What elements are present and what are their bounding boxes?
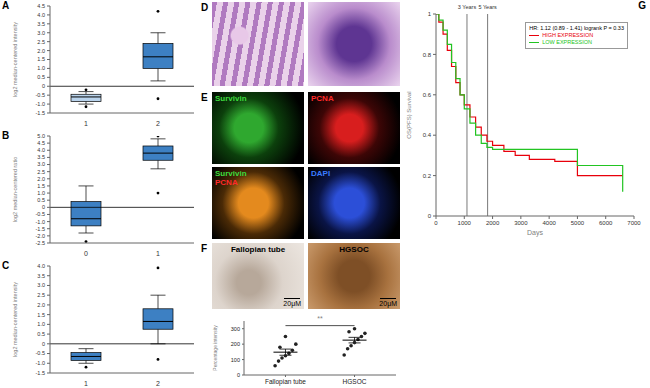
svg-text:0: 0 [237, 372, 240, 378]
svg-text:log2 median-centered intensity: log2 median-centered intensity [12, 22, 18, 97]
svg-text:-1.5: -1.5 [36, 226, 45, 232]
svg-text:1000: 1000 [458, 220, 472, 226]
svg-text:0.8: 0.8 [423, 52, 432, 58]
html-text:F: F [201, 243, 208, 254]
svg-text:2.5: 2.5 [37, 39, 45, 45]
html-text:Fallopian tube: Fallopian tube [230, 245, 286, 254]
svg-text:-0.5: -0.5 [36, 92, 45, 98]
svg-text:2.0: 2.0 [37, 302, 45, 308]
svg-text:Fallopian tube: Fallopian tube [265, 378, 306, 386]
svg-text:2.5: 2.5 [37, 169, 45, 175]
svg-text:-1.0: -1.0 [36, 360, 45, 366]
html-text:G: G [638, 0, 646, 11]
svg-text:0: 0 [42, 341, 45, 347]
svg-text:4.0: 4.0 [37, 147, 45, 153]
html-text:Survivin: Survivin [215, 169, 247, 178]
svg-text:1.0: 1.0 [37, 190, 45, 196]
svg-text:log2 median-centered intensity: log2 median-centered intensity [12, 282, 18, 357]
svg-text:3.0: 3.0 [37, 161, 45, 167]
svg-text:5000: 5000 [571, 220, 585, 226]
svg-text:7000: 7000 [627, 220, 641, 226]
svg-text:Percentage intensity: Percentage intensity [212, 325, 218, 371]
svg-text:4.0: 4.0 [37, 263, 45, 269]
svg-text:-0.5: -0.5 [36, 211, 45, 217]
svg-text:-1.0: -1.0 [36, 219, 45, 225]
svg-text:2.5: 2.5 [37, 292, 45, 298]
svg-text:0: 0 [42, 204, 45, 210]
html-text:LOW EXPRESSION: LOW EXPRESSION [542, 39, 592, 45]
svg-text:-2.0: -2.0 [36, 233, 45, 239]
svg-text:1: 1 [84, 380, 88, 387]
html-text:PCNA: PCNA [311, 94, 334, 103]
svg-text:Days: Days [527, 229, 543, 237]
svg-text:0.5: 0.5 [37, 74, 45, 80]
svg-text:0.6: 0.6 [423, 92, 432, 98]
svg-text:3.0: 3.0 [37, 282, 45, 288]
html-text:C: C [2, 260, 10, 271]
svg-text:0: 0 [42, 83, 45, 89]
html-text:HIGH EXPRESSION: HIGH EXPRESSION [542, 32, 594, 38]
svg-text:-1.5: -1.5 [36, 110, 45, 116]
svg-text:log2 median-centered ratio: log2 median-centered ratio [12, 157, 18, 222]
svg-text:300: 300 [231, 326, 240, 332]
svg-text:1: 1 [428, 11, 432, 17]
svg-text:0.4: 0.4 [423, 132, 432, 138]
svg-text:4.5: 4.5 [37, 3, 45, 9]
svg-text:-1.0: -1.0 [36, 101, 45, 107]
svg-text:-2.5: -2.5 [36, 240, 45, 246]
html-text:20μM: 20μM [283, 300, 301, 307]
svg-text:-0.5: -0.5 [36, 350, 45, 356]
svg-text:4.5: 4.5 [37, 140, 45, 146]
html-text:HGSOC: HGSOC [339, 245, 369, 254]
html-text:Survivin: Survivin [215, 94, 247, 103]
svg-text:1.0: 1.0 [37, 65, 45, 71]
html-text:E: E [201, 92, 208, 103]
svg-text:3.5: 3.5 [37, 21, 45, 27]
svg-text:0.2: 0.2 [423, 173, 432, 179]
svg-text:0: 0 [434, 220, 438, 226]
svg-text:3.5: 3.5 [37, 273, 45, 279]
svg-text:2: 2 [156, 120, 160, 127]
svg-text:2.0: 2.0 [37, 176, 45, 182]
svg-text:1.5: 1.5 [37, 312, 45, 318]
svg-text:2.0: 2.0 [37, 48, 45, 54]
svg-text:1: 1 [84, 120, 88, 127]
svg-text:HGSOC: HGSOC [343, 378, 367, 385]
svg-text:3.5: 3.5 [37, 154, 45, 160]
svg-text:5 Years: 5 Years [478, 4, 497, 10]
svg-text:5.0: 5.0 [37, 133, 45, 139]
html-text:HR: 1.12 (0.89 - 1.41) logrank: HR: 1.12 (0.89 - 1.41) logrank P = 0.33 [529, 25, 624, 31]
svg-text:200: 200 [231, 341, 240, 347]
svg-text:0.5: 0.5 [37, 197, 45, 203]
svg-text:0: 0 [84, 250, 88, 257]
html-text:B: B [2, 130, 10, 141]
svg-text:4.0: 4.0 [37, 12, 45, 18]
svg-text:3000: 3000 [514, 220, 528, 226]
html-text:D: D [201, 2, 209, 13]
svg-text:1.5: 1.5 [37, 56, 45, 62]
svg-text:6000: 6000 [599, 220, 613, 226]
svg-text:100: 100 [231, 357, 240, 363]
svg-text:2000: 2000 [486, 220, 500, 226]
svg-text:1.0: 1.0 [37, 321, 45, 327]
svg-text:-1.5: -1.5 [36, 370, 45, 376]
svg-text:2: 2 [156, 380, 160, 387]
html-text:DAPI: DAPI [311, 169, 331, 178]
svg-text:3 Years: 3 Years [458, 4, 477, 10]
svg-text:1: 1 [156, 250, 160, 257]
svg-text:4000: 4000 [542, 220, 556, 226]
html-text:PCNA: PCNA [215, 178, 238, 187]
html-text:A: A [2, 0, 10, 11]
svg-text:0: 0 [428, 213, 432, 219]
svg-text:1.5: 1.5 [37, 183, 45, 189]
svg-text:0.5: 0.5 [37, 331, 45, 337]
svg-text:**: ** [317, 315, 323, 322]
html-text:20μM: 20μM [379, 300, 397, 307]
svg-text:OS(PFS) Survival: OS(PFS) Survival [406, 91, 412, 138]
svg-text:3.0: 3.0 [37, 30, 45, 36]
